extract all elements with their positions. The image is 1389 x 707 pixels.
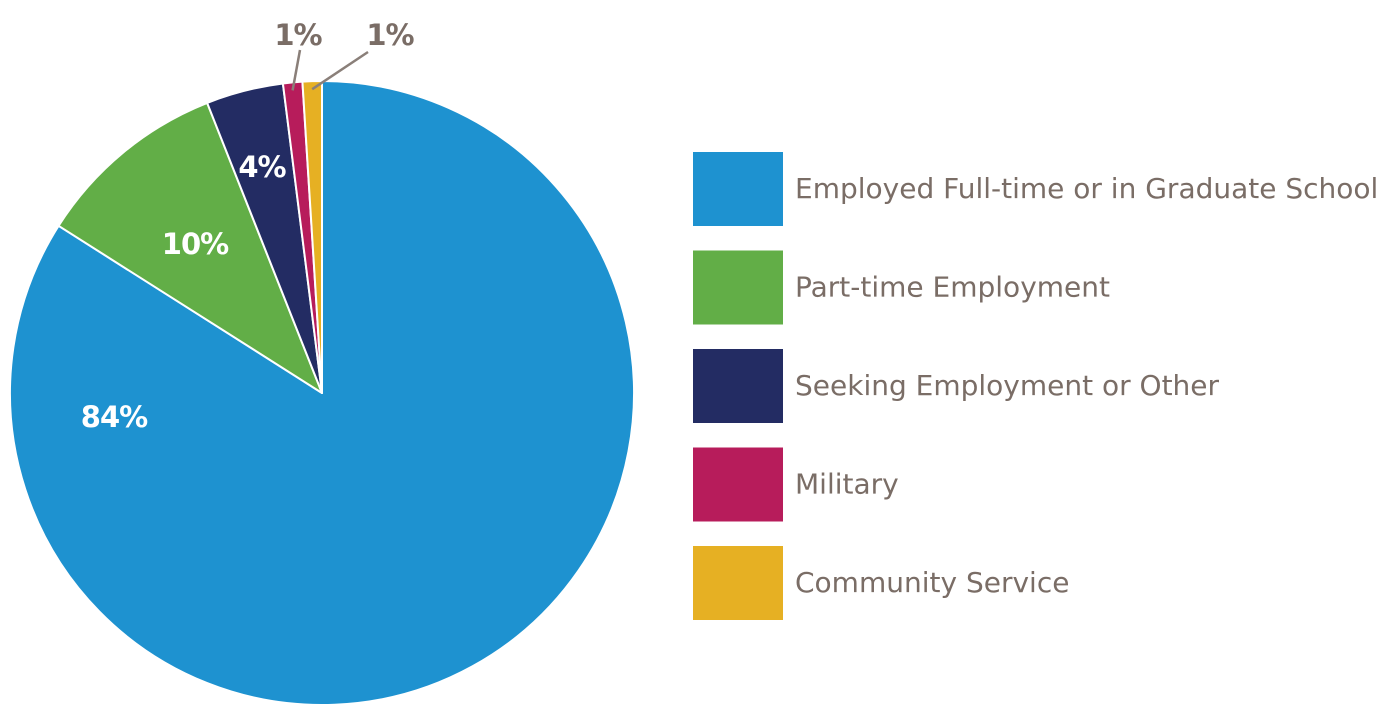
leader-lines	[291, 49, 369, 91]
slice-label-employed-full-time-or-in-graduate-school: 84%	[81, 400, 148, 434]
slice-label-community-service: 1%	[366, 18, 414, 52]
pie-slice-community-service	[301, 80, 323, 394]
slice-label-military: 1%	[274, 18, 322, 52]
legend-swatch-seeking-employment-or-other	[693, 349, 783, 423]
legend-swatch-part-time-employment	[693, 250, 783, 325]
slice-labels: 84% 10% 4% 1% 1%	[81, 18, 416, 434]
legend-label-seeking-employment-or-other: Seeking Employment or Other	[795, 369, 1220, 402]
legend-swatch-community-service	[693, 546, 783, 620]
legend: Employed Full-time or in Graduate School…	[693, 152, 1378, 620]
pie-slice-employed-full-time-or-in-graduate-school	[8, 80, 635, 706]
pie-slice-part-time-employment	[57, 101, 323, 394]
slice-label-seeking-employment-or-other: 4%	[238, 150, 286, 184]
leader-line-military	[291, 49, 302, 91]
legend-label-part-time-employment: Part-time Employment	[795, 271, 1110, 304]
legend-swatch-employed-full-time-or-in-graduate-school	[693, 152, 783, 226]
legend-label-community-service: Community Service	[795, 566, 1069, 599]
pie-slices	[8, 80, 635, 706]
slice-label-part-time-employment: 10%	[162, 227, 229, 261]
legend-label-military: Military	[795, 468, 899, 501]
legend-swatch-military	[693, 447, 783, 522]
leader-line-community-service	[311, 50, 369, 91]
legend-label-employed-full-time-or-in-graduate-school: Employed Full-time or in Graduate School	[795, 172, 1378, 205]
